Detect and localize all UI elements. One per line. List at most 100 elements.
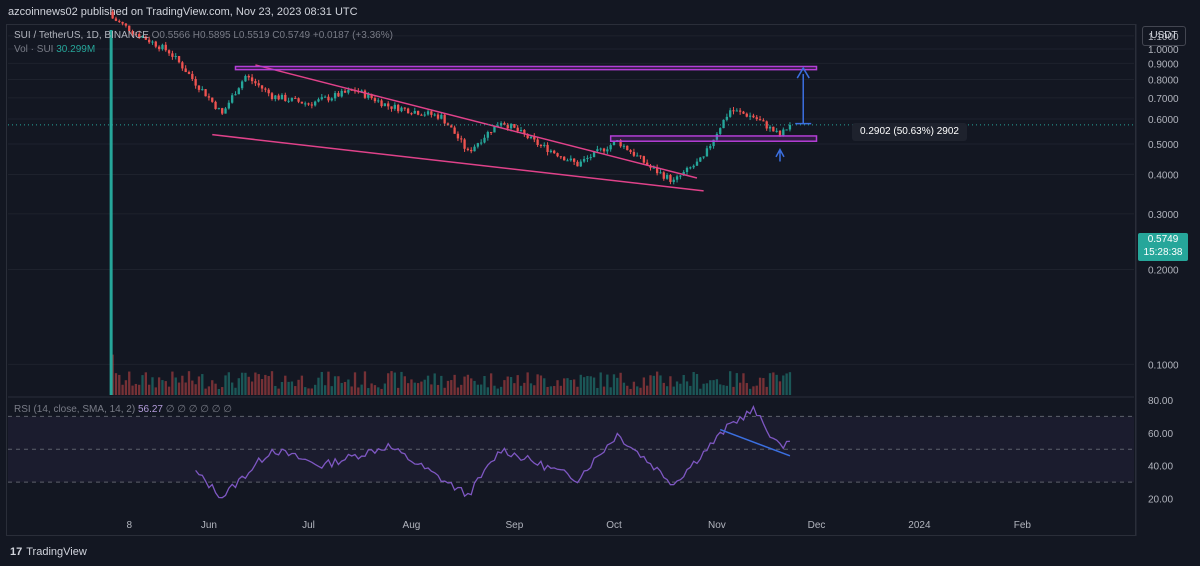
volume-bar: [284, 375, 287, 395]
candle-body: [549, 150, 553, 152]
volume-bar: [672, 386, 675, 395]
volume-bar: [529, 383, 533, 395]
volume-bar: [141, 375, 144, 395]
volume-bar: [250, 381, 254, 395]
price-axis-tick: 0.1000: [1148, 360, 1179, 371]
volume-bar: [184, 382, 187, 395]
wedge-upper-trendline: [255, 64, 698, 179]
volume-bar: [350, 386, 353, 395]
volume-bar: [416, 383, 420, 395]
candle-body: [632, 151, 636, 156]
candle-body: [622, 145, 626, 147]
volume-bar: [662, 382, 665, 395]
candle-body: [337, 93, 340, 97]
volume-bar: [231, 382, 234, 395]
rsi-label[interactable]: RSI (14, close, SMA, 14, 2): [14, 404, 136, 415]
volume-bar: [470, 378, 473, 395]
volume-bar: [314, 384, 317, 395]
candle-body: [775, 130, 778, 132]
volume-bar: [410, 379, 413, 395]
candle-body: [387, 103, 390, 107]
tradingview-logo-icon: 17: [10, 546, 23, 558]
candle-body: [416, 111, 420, 115]
candle-body: [755, 117, 758, 120]
volume-bar: [722, 385, 725, 395]
candle-body: [240, 81, 244, 89]
price-axis-tick: 1.0000: [1148, 45, 1179, 56]
volume-bar: [536, 374, 539, 395]
candle-body: [204, 89, 207, 97]
volume-bar: [489, 373, 493, 395]
header-bar: azcoinnews02 published on TradingView.co…: [0, 0, 1200, 24]
volume-bar: [383, 383, 387, 395]
candle-body: [466, 148, 470, 150]
candle-body: [556, 153, 559, 157]
candle-body: [460, 138, 463, 140]
volume-bar: [778, 381, 782, 395]
candle-body: [323, 96, 327, 98]
candle-body: [533, 136, 536, 140]
time-axis-tick: Feb: [1014, 520, 1032, 531]
candle-body: [138, 34, 141, 38]
candle-body: [433, 114, 436, 116]
candle-body: [400, 107, 403, 112]
candle-body: [154, 41, 157, 47]
candle-body: [446, 123, 450, 126]
volume-bar: [592, 377, 596, 395]
candle-body: [543, 144, 546, 146]
candle-body: [665, 175, 669, 179]
candle-body: [473, 146, 476, 152]
volume-value: 30.299M: [56, 44, 96, 55]
volume-bar: [363, 371, 367, 395]
rsi-line: [195, 405, 790, 499]
volume-bar: [669, 376, 672, 395]
footer-bar: [0, 540, 1200, 566]
volume-bar: [533, 385, 536, 395]
candle-body: [672, 179, 675, 182]
tradingview-logo[interactable]: 17 TradingView: [10, 546, 87, 558]
volume-bar: [310, 388, 314, 395]
volume-bar: [323, 385, 327, 395]
candle-body: [393, 104, 397, 109]
candle-body: [699, 157, 702, 162]
volume-bar: [167, 386, 171, 395]
volume-bar: [579, 374, 582, 395]
candle-body: [134, 33, 138, 35]
rsi-axis-tick: 60.00: [1148, 429, 1173, 440]
candle-body: [762, 120, 765, 122]
candle-body: [207, 96, 211, 98]
candle-body: [217, 108, 221, 110]
candle-body: [314, 101, 317, 106]
candle-body: [516, 127, 519, 132]
time-axis-tick: Nov: [708, 520, 726, 531]
candle-body: [131, 31, 134, 34]
volume-bar: [240, 372, 244, 395]
volume-bar: [709, 380, 712, 395]
candle-body: [705, 148, 709, 157]
measure-arrow-head: [796, 66, 810, 79]
candle-body: [201, 89, 204, 91]
volume-bar: [177, 382, 181, 395]
candle-body: [264, 88, 267, 90]
candle-body: [742, 111, 745, 114]
volume-bar: [337, 376, 340, 395]
candle-body: [765, 121, 768, 129]
volume-bar: [197, 376, 201, 395]
candle-body: [692, 165, 695, 168]
volume-bar: [131, 385, 134, 395]
candle-body: [679, 175, 682, 177]
candle-body: [725, 116, 729, 120]
volume-bar: [164, 381, 167, 395]
volume-bar: [496, 388, 499, 395]
candle-body: [287, 100, 290, 102]
candle-body: [347, 89, 350, 93]
candle-body: [370, 94, 373, 99]
volume-bar: [675, 381, 679, 395]
symbol-label[interactable]: SUI / TetherUS, 1D, BINANCE: [14, 30, 149, 41]
volume-bar: [602, 386, 606, 395]
currency-button[interactable]: USDT: [1142, 26, 1186, 46]
volume-bar: [174, 377, 177, 395]
volume-bar: [440, 375, 443, 395]
candle-body: [675, 176, 679, 180]
